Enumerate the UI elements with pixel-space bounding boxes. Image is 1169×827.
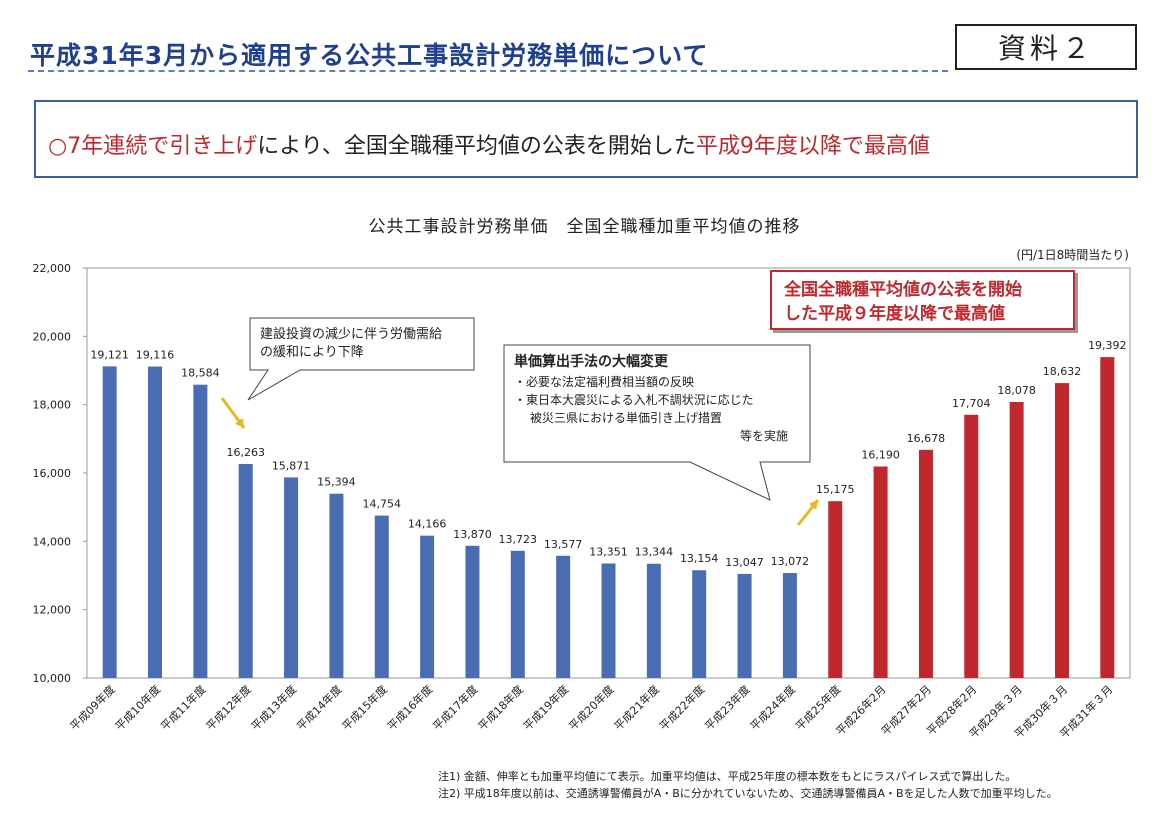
bar-value-label: 13,723 [499, 533, 538, 546]
x-tick-label: 平成24年度 [747, 682, 798, 733]
bar [828, 501, 843, 678]
bar-value-label: 14,754 [363, 498, 402, 511]
x-tick-label: 平成12年度 [203, 682, 254, 733]
y-tick-label: 20,000 [33, 330, 72, 343]
y-tick-label: 14,000 [33, 535, 72, 548]
rise-arrow-head [808, 500, 818, 510]
x-tick-label: 平成20年度 [566, 682, 617, 733]
bar [102, 366, 117, 678]
highest-callout-line-2: した平成９年度以降で最高値 [784, 304, 1005, 324]
bar-value-label: 13,154 [680, 552, 719, 565]
bar-value-label: 13,351 [589, 546, 628, 559]
bar-value-label: 15,394 [317, 476, 356, 489]
bar [1100, 357, 1115, 678]
bar [238, 464, 253, 678]
bar [329, 493, 344, 678]
x-tick-label: 平成22年度 [656, 682, 707, 733]
x-tick-label: 平成23年度 [702, 682, 753, 733]
x-tick-label: 平成15年度 [339, 682, 390, 733]
bar-value-label: 18,078 [997, 384, 1036, 397]
y-tick-label: 16,000 [33, 467, 72, 480]
bar [374, 515, 389, 678]
bar-value-label: 19,121 [90, 348, 129, 361]
bar-value-label: 18,632 [1043, 365, 1082, 378]
headline-box [34, 100, 1138, 178]
bar-value-label: 13,072 [771, 555, 810, 568]
page-title: 平成31年3月から適用する公共工事設計労務単価について [30, 41, 709, 70]
bar [646, 563, 661, 678]
bar-value-label: 16,190 [861, 449, 900, 462]
bar [510, 550, 525, 678]
bar-value-label: 19,116 [136, 349, 175, 362]
decline-callout-text: 建設投資の減少に伴う労働需給 [260, 326, 442, 342]
x-tick-label: 平成18年度 [475, 682, 526, 733]
method-callout-line: 等を実施 [740, 428, 788, 443]
x-tick-label: 平成17年度 [430, 682, 481, 733]
method-callout-line: ・必要な法定福利費相当額の反映 [514, 374, 694, 389]
bar [918, 449, 933, 678]
y-tick-label: 10,000 [33, 672, 72, 685]
x-tick-label: 平成09年度 [67, 682, 118, 733]
bar [420, 535, 435, 678]
bar [193, 384, 208, 678]
bar-value-label: 15,871 [272, 459, 311, 472]
footnotes: 注1) 金額、伸率とも加重平均値にて表示。加重平均値は、平成25年度の標本数をも… [438, 768, 1058, 802]
bar [465, 545, 480, 678]
method-callout [503, 344, 811, 501]
headline-red-1: ○7年連続で引き上げ [48, 134, 258, 159]
x-tick-label: 平成11年度 [158, 682, 209, 733]
chart-title: 公共工事設計労務単価 全国全職種加重平均値の推移 [368, 217, 801, 237]
y-tick-label: 22,000 [33, 262, 72, 275]
y-tick-label: 12,000 [33, 604, 72, 617]
chart-unit: (円/1日8時間当たり) [1016, 248, 1129, 262]
footnote-2: 注2) 平成18年度以前は、交通誘導警備員がA・Bに分かれていないため、交通誘導… [438, 787, 1058, 800]
x-tick-label: 平成19年度 [520, 682, 571, 733]
bar-value-label: 18,584 [181, 367, 220, 380]
headline-text: により、全国全職種平均値の公表を開始した [257, 134, 696, 159]
method-callout-title: 単価算出手法の大幅変更 [514, 353, 669, 370]
bar [284, 477, 299, 678]
decline-callout-text: の緩和により下降 [260, 345, 364, 360]
document-label: 資料２ [955, 24, 1137, 70]
title-underline [28, 70, 948, 72]
bar-value-label: 17,704 [952, 397, 991, 410]
method-callout-line: ・東日本大震災による入札不調状況に応じた [514, 392, 754, 407]
bar-value-label: 15,175 [816, 483, 855, 496]
x-tick-label: 平成16年度 [384, 682, 435, 733]
bar-value-label: 13,577 [544, 538, 583, 551]
method-callout-line: 被災三県における単価引き上げ措置 [530, 411, 722, 425]
bar [601, 563, 616, 678]
bar [737, 573, 752, 678]
bar-value-label: 14,166 [408, 518, 447, 531]
x-tick-label: 平成10年度 [112, 682, 163, 733]
bar [1009, 402, 1024, 678]
bar [782, 573, 797, 678]
decline-arrow-head [234, 418, 244, 428]
y-tick-label: 18,000 [33, 399, 72, 412]
highest-callout: 全国全職種平均値の公表を開始 した平成９年度以降で最高値 [770, 270, 1075, 330]
bar [964, 414, 979, 678]
bar-value-label: 16,678 [907, 432, 946, 445]
bar [692, 570, 707, 678]
bar [148, 366, 163, 678]
bar-value-label: 19,392 [1088, 339, 1127, 352]
x-tick-label: 平成14年度 [294, 682, 345, 733]
bar [873, 466, 888, 678]
footnote-1: 注1) 金額、伸率とも加重平均値にて表示。加重平均値は、平成25年度の標本数をも… [438, 770, 1017, 783]
bar-value-label: 13,870 [453, 528, 492, 541]
bar-value-label: 13,344 [635, 546, 674, 559]
bar-value-label: 16,263 [226, 446, 265, 459]
x-tick-label: 平成21年度 [611, 682, 662, 733]
headline: ○7年連続で引き上げにより、全国全職種平均値の公表を開始した平成9年度以降で最高… [48, 128, 930, 160]
highest-callout-line-1: 全国全職種平均値の公表を開始 [784, 280, 1022, 300]
bar [1054, 383, 1069, 678]
x-tick-label: 平成13年度 [248, 682, 299, 733]
bar [556, 555, 571, 678]
headline-red-2: 平成9年度以降で最高値 [695, 134, 930, 159]
decline-callout [247, 317, 475, 401]
bar-value-label: 13,047 [725, 556, 764, 569]
